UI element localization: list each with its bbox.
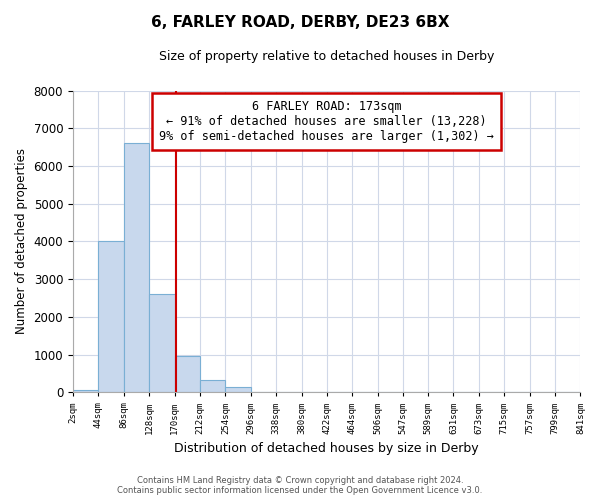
Y-axis label: Number of detached properties: Number of detached properties (15, 148, 28, 334)
Bar (226, 388, 251, 392)
Bar (73, 390, 98, 392)
Text: 6, FARLEY ROAD, DERBY, DE23 6BX: 6, FARLEY ROAD, DERBY, DE23 6BX (151, 15, 449, 30)
Bar (200, 380, 226, 392)
X-axis label: Distribution of detached houses by size in Derby: Distribution of detached houses by size … (175, 442, 479, 455)
Bar (124, 144, 149, 392)
Title: Size of property relative to detached houses in Derby: Size of property relative to detached ho… (159, 50, 494, 63)
Bar (149, 294, 175, 392)
Bar (98, 242, 124, 392)
Text: Contains HM Land Registry data © Crown copyright and database right 2024.
Contai: Contains HM Land Registry data © Crown c… (118, 476, 482, 495)
Text: 6 FARLEY ROAD: 173sqm
← 91% of detached houses are smaller (13,228)
9% of semi-d: 6 FARLEY ROAD: 173sqm ← 91% of detached … (159, 100, 494, 142)
Bar (175, 356, 200, 393)
